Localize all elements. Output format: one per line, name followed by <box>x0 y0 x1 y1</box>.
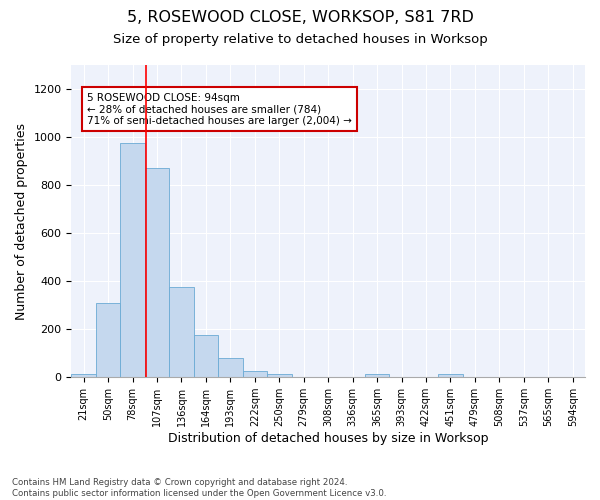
Bar <box>218 358 242 377</box>
Bar <box>438 374 463 377</box>
Bar <box>194 335 218 377</box>
Bar <box>242 371 267 377</box>
Bar <box>145 168 169 377</box>
Bar <box>365 374 389 377</box>
Y-axis label: Number of detached properties: Number of detached properties <box>15 122 28 320</box>
Bar <box>267 374 292 377</box>
Text: 5 ROSEWOOD CLOSE: 94sqm
← 28% of detached houses are smaller (784)
71% of semi-d: 5 ROSEWOOD CLOSE: 94sqm ← 28% of detache… <box>88 92 352 126</box>
Bar <box>121 143 145 377</box>
Text: Contains HM Land Registry data © Crown copyright and database right 2024.
Contai: Contains HM Land Registry data © Crown c… <box>12 478 386 498</box>
X-axis label: Distribution of detached houses by size in Worksop: Distribution of detached houses by size … <box>168 432 488 445</box>
Bar <box>71 374 96 377</box>
Text: 5, ROSEWOOD CLOSE, WORKSOP, S81 7RD: 5, ROSEWOOD CLOSE, WORKSOP, S81 7RD <box>127 10 473 25</box>
Text: Size of property relative to detached houses in Worksop: Size of property relative to detached ho… <box>113 32 487 46</box>
Bar <box>169 287 194 377</box>
Bar <box>96 303 121 377</box>
